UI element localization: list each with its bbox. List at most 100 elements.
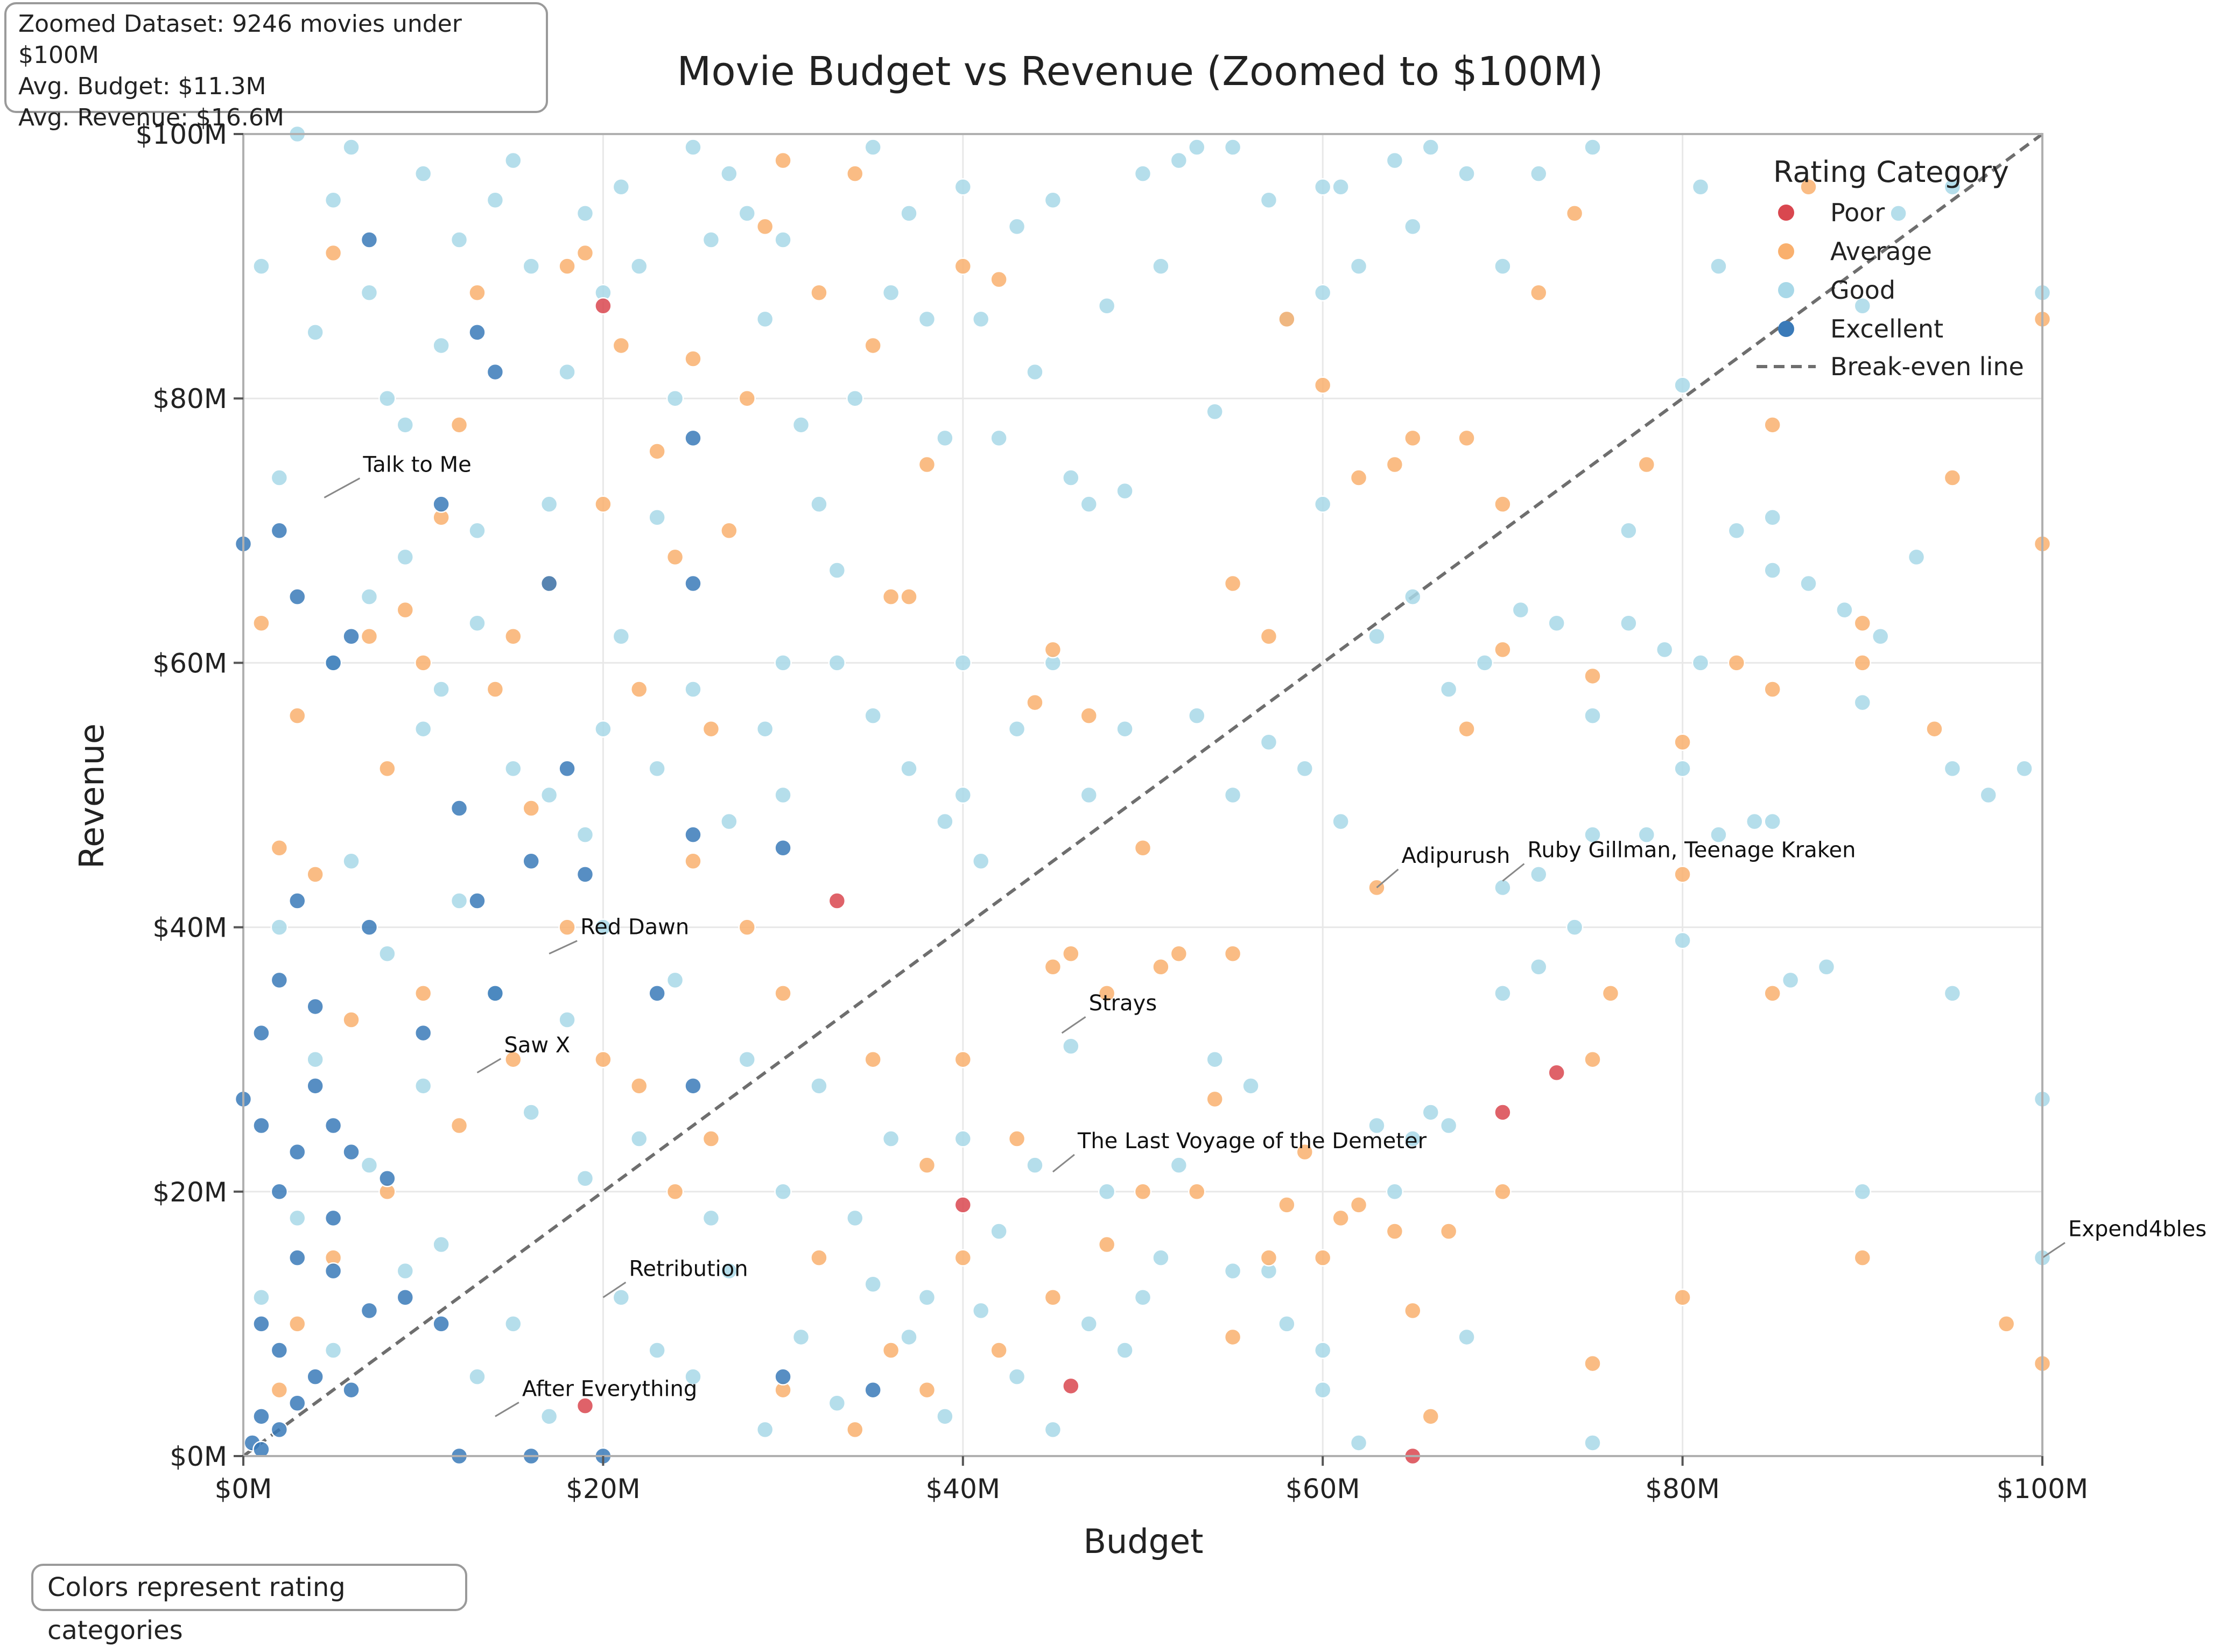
data-point-excellent xyxy=(360,231,378,249)
data-point-good xyxy=(486,191,504,209)
data-point-average xyxy=(558,257,576,275)
axis-ticks: $0M$0M $20M $20M $40M $40M $60M $60M $80M $80M $1… xyxy=(136,119,2089,1505)
data-point-good xyxy=(738,1050,756,1068)
data-point-good xyxy=(1439,1116,1458,1135)
data-point-average xyxy=(1224,574,1242,593)
data-point-good xyxy=(1224,1262,1242,1280)
chart-title: Movie Budget vs Revenue (Zoomed to $100M… xyxy=(677,48,1604,95)
data-point-average xyxy=(289,707,306,725)
data-point-good xyxy=(666,971,684,989)
data-point-good xyxy=(342,852,360,870)
data-point-good xyxy=(1691,654,1710,672)
data-point-excellent xyxy=(684,574,702,593)
data-point-excellent xyxy=(306,1368,324,1386)
data-point-excellent xyxy=(252,1116,270,1135)
data-point-good xyxy=(864,707,882,725)
data-point-average xyxy=(738,918,756,936)
data-point-average xyxy=(900,588,918,606)
data-point-average xyxy=(270,1381,289,1399)
data-point-excellent xyxy=(432,1315,450,1333)
data-point-good xyxy=(504,760,522,778)
x-tick-label: $100M xyxy=(1997,1473,2088,1505)
data-point-good xyxy=(1764,561,1781,579)
data-point-good xyxy=(1368,628,1386,645)
data-point-average xyxy=(648,442,666,460)
data-point-good xyxy=(1655,641,1674,659)
data-point-average xyxy=(1584,667,1601,685)
data-point-good xyxy=(432,336,450,355)
data-point-good xyxy=(1206,403,1224,421)
data-point-good xyxy=(360,1156,378,1174)
data-point-average xyxy=(1260,1249,1278,1267)
data-point-average xyxy=(252,614,270,632)
annotation-label: Ruby Gillman, Teenage Kraken xyxy=(1527,838,1856,863)
data-point-good xyxy=(846,1209,864,1227)
data-point-good xyxy=(1548,614,1565,632)
data-point-good xyxy=(918,310,936,328)
data-point-excellent xyxy=(450,799,468,817)
data-point-good xyxy=(1943,760,1962,778)
data-point-good xyxy=(1710,826,1727,843)
data-point-good xyxy=(594,720,612,738)
data-point-average xyxy=(990,270,1008,289)
data-point-good xyxy=(774,654,792,672)
data-point-excellent xyxy=(684,826,702,843)
data-point-good xyxy=(684,138,702,156)
annotation-label: After Everything xyxy=(522,1376,697,1401)
data-point-average xyxy=(1458,720,1476,738)
data-point-excellent xyxy=(522,852,540,870)
data-point-good xyxy=(1260,733,1278,751)
data-point-average xyxy=(756,217,774,236)
data-point-average xyxy=(594,495,612,513)
data-point-good xyxy=(522,257,540,275)
data-point-good xyxy=(720,812,738,831)
data-point-excellent xyxy=(289,588,306,606)
data-point-good xyxy=(396,416,415,434)
data-point-excellent xyxy=(648,985,666,1002)
data-point-poor xyxy=(1548,1064,1565,1082)
data-point-good xyxy=(1206,1050,1224,1068)
data-point-good xyxy=(1386,1183,1404,1201)
data-point-excellent xyxy=(324,1209,342,1227)
data-point-average xyxy=(720,522,738,540)
data-point-average xyxy=(1278,310,1296,328)
annotation-leader xyxy=(324,477,361,498)
data-point-good xyxy=(1350,257,1368,275)
data-point-good xyxy=(720,165,738,182)
data-point-good xyxy=(1584,138,1601,156)
data-point-good xyxy=(1889,205,1907,222)
data-point-excellent xyxy=(774,839,792,857)
y-tick-label: $80M xyxy=(152,383,227,414)
data-point-average xyxy=(1313,1249,1332,1267)
data-point-good xyxy=(918,1289,936,1306)
annotation-leader xyxy=(495,1402,519,1417)
summary-dataset-count: Zoomed Dataset: 9246 movies under $100M xyxy=(18,10,462,69)
data-point-good xyxy=(864,1275,882,1293)
data-point-good xyxy=(900,205,918,222)
data-point-good xyxy=(972,852,990,870)
data-point-good xyxy=(1817,958,1836,976)
data-point-good xyxy=(1152,1249,1170,1267)
data-point-good xyxy=(270,469,289,487)
data-point-average xyxy=(612,336,630,355)
data-point-good xyxy=(558,1011,576,1029)
data-point-good xyxy=(1800,574,1817,593)
data-point-average xyxy=(1152,958,1170,976)
data-point-good xyxy=(324,1341,342,1359)
data-point-excellent xyxy=(396,1289,415,1306)
data-point-good xyxy=(972,310,990,328)
plot-frame xyxy=(242,133,2043,1457)
data-point-good xyxy=(756,310,774,328)
data-point-good xyxy=(792,1328,810,1346)
data-point-excellent xyxy=(468,324,486,341)
data-point-average xyxy=(1134,839,1152,857)
data-point-excellent xyxy=(270,1341,289,1359)
data-point-average xyxy=(342,1011,360,1029)
data-point-excellent xyxy=(270,1183,289,1201)
data-point-good xyxy=(540,1408,558,1425)
data-point-good xyxy=(774,786,792,804)
legend-label-average: Average xyxy=(1830,237,1932,266)
data-point-good xyxy=(1836,601,1853,619)
x-tick-label: $20M xyxy=(566,1473,641,1505)
data-point-average xyxy=(1188,1183,1206,1201)
